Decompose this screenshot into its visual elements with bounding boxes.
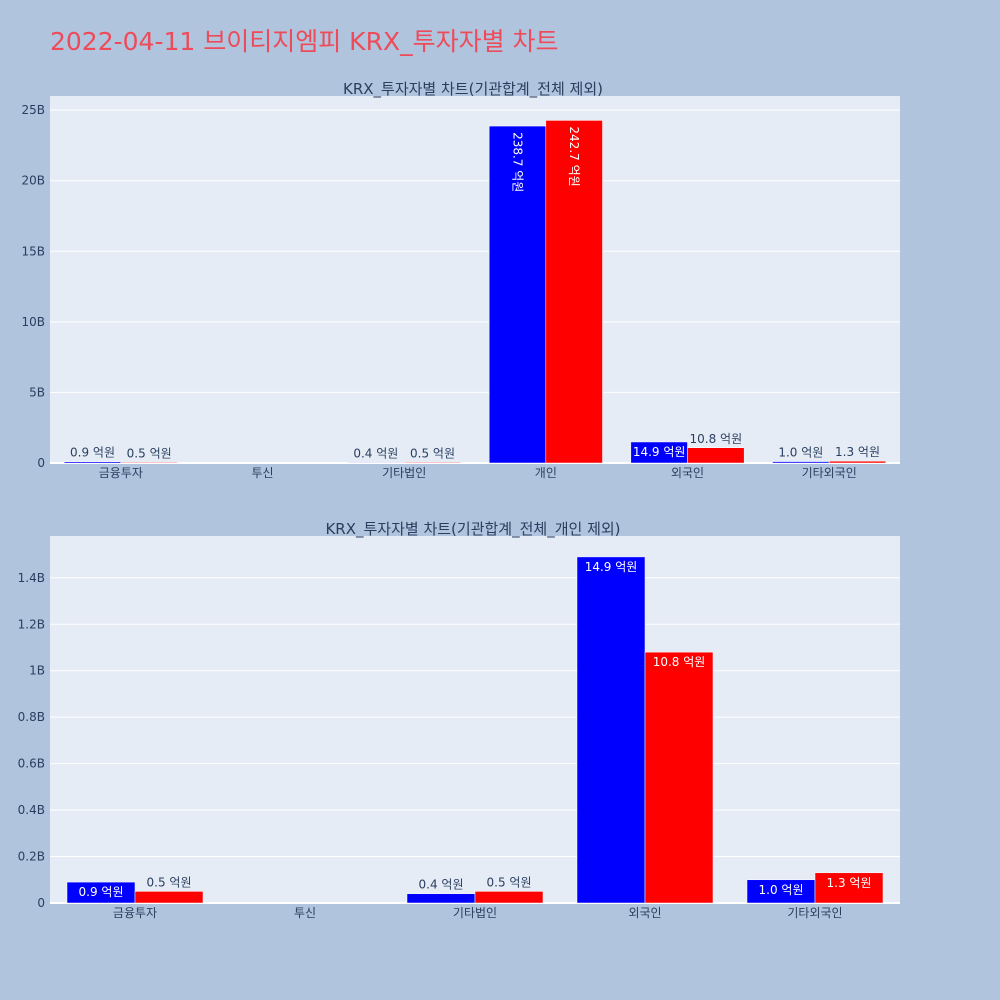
bar <box>474 891 544 904</box>
data-label: 1.0 억원 <box>778 446 823 460</box>
chart-1: 0 5B 10B 15B 20B 25B KRX_투자자별 차트(기관합계_전체 제외) 금융… <box>21 80 900 480</box>
data-label: 238.7 억원 <box>511 132 525 192</box>
y-tick-label: 15B <box>21 244 45 258</box>
x-tick-label: 외국인 <box>628 906 661 920</box>
bar <box>134 891 204 904</box>
data-label: 0.9 억원 <box>79 885 124 899</box>
bar <box>814 872 884 904</box>
data-label: 242.7 억원 <box>567 126 581 186</box>
y-tick-label: 10B <box>21 315 45 329</box>
data-label: 1.0 억원 <box>759 883 804 897</box>
x-tick-label: 외국인 <box>671 466 704 480</box>
x-tick-label: 금융투자 <box>99 466 143 480</box>
y-tick-label: 0 <box>37 896 45 910</box>
data-label: 0.5 억원 <box>147 875 192 889</box>
y-tick-label: 0.8B <box>18 710 45 724</box>
x-tick-label: 기타법인 <box>382 466 426 480</box>
data-label: 10.8 억원 <box>653 655 706 669</box>
x-tick-label: 기타외국인 <box>802 466 857 480</box>
y-tick-label: 0.6B <box>18 757 45 771</box>
chart-title: KRX_투자자별 차트(기관합계_전체_개인 제외) <box>325 520 620 539</box>
y-tick-label: 0 <box>37 456 45 470</box>
y-tick-label: 25B <box>21 103 45 117</box>
bar <box>772 461 830 464</box>
bar <box>63 461 122 464</box>
y-tick-label: 0.2B <box>18 850 45 864</box>
y-tick-label: 0.4B <box>18 803 45 817</box>
bar <box>120 462 178 464</box>
x-tick-label: 투신 <box>251 466 273 480</box>
data-label: 0.5 억원 <box>127 446 172 460</box>
data-label: 0.5 억원 <box>410 446 455 460</box>
y-tick-label: 1B <box>29 664 45 678</box>
bar <box>644 651 714 904</box>
bar <box>403 462 462 464</box>
data-label: 14.9 억원 <box>585 560 638 574</box>
y-tick-label: 5B <box>29 385 45 399</box>
y-tick-label: 1.2B <box>18 617 45 631</box>
data-label: 1.3 억원 <box>827 876 872 890</box>
data-label: 10.8 억원 <box>690 432 743 446</box>
chart-title: KRX_투자자별 차트(기관합계_전체 제외) <box>343 80 603 99</box>
bar <box>576 556 646 904</box>
chart-2: 0 0.2B 0.4B 0.6B 0.8B 1B 1.2B 1.4B KRX_투자자별 차트(기… <box>18 520 900 920</box>
plot-area <box>50 96 900 463</box>
bar <box>545 120 603 464</box>
plot-area <box>50 536 900 903</box>
y-tick-label: 1.4B <box>18 571 45 585</box>
x-tick-label: 기타법인 <box>453 906 497 920</box>
data-label: 0.9 억원 <box>70 446 115 460</box>
data-label: 14.9 억원 <box>633 445 686 459</box>
bar <box>828 460 887 464</box>
data-label: 0.4 억원 <box>419 878 464 892</box>
bar <box>406 893 476 904</box>
x-tick-label: 개인 <box>535 466 557 480</box>
bar <box>347 462 405 464</box>
x-tick-label: 기타외국인 <box>787 906 842 920</box>
data-label: 0.4 억원 <box>353 446 398 460</box>
y-tick-label: 20B <box>21 174 45 188</box>
bar <box>687 447 745 464</box>
x-tick-label: 투신 <box>294 906 316 920</box>
data-label: 1.3 억원 <box>835 445 880 459</box>
data-label: 0.5 억원 <box>487 875 532 889</box>
page-title: 2022-04-11 브이티지엠피 KRX_투자자별 차트 <box>50 27 559 56</box>
x-tick-label: 금융투자 <box>113 906 157 920</box>
